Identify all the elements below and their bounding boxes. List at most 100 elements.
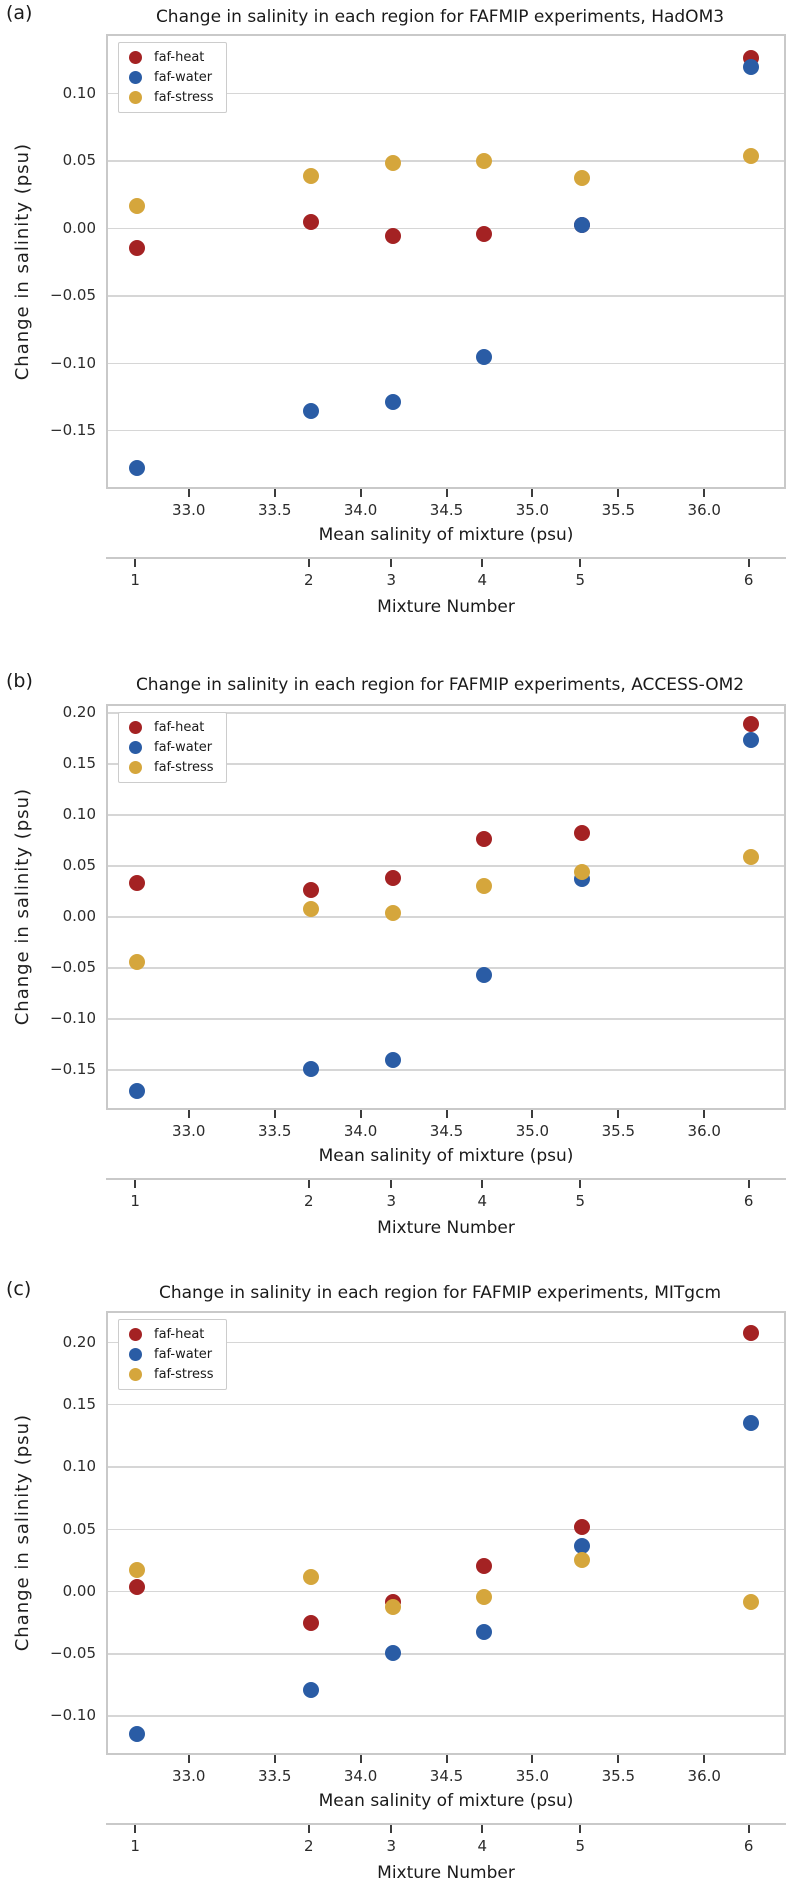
chart-title-c: Change in salinity in each region for FA… <box>158 1283 722 1303</box>
mixture-tick-label: 6 <box>743 1837 754 1855</box>
legend-item-faf-water: faf-water <box>129 70 214 85</box>
gridline <box>108 92 784 95</box>
legend-item-faf-heat: faf-heat <box>129 1327 214 1342</box>
gridline <box>108 1715 784 1717</box>
x-tick-mark <box>273 489 276 497</box>
legend-label: faf-stress <box>154 1367 214 1382</box>
legend-item-faf-water: faf-water <box>129 740 214 755</box>
data-point-faf-stress <box>476 153 493 170</box>
y-axis-label: Change in salinity (psu) <box>11 788 33 1026</box>
gridline <box>108 916 784 918</box>
mixture-tick-mark <box>481 1825 484 1833</box>
data-point-faf-water <box>302 403 319 420</box>
x-tick-mark <box>273 1755 276 1763</box>
gridline <box>108 1341 784 1344</box>
gridline <box>108 362 784 365</box>
data-point-faf-heat <box>129 1579 146 1596</box>
x-tick-mark <box>617 1110 620 1118</box>
x-tick-label: 35.0 <box>515 501 550 519</box>
legend-label: faf-heat <box>154 720 205 735</box>
mixture-tick-mark <box>134 559 137 567</box>
x-axis-label: Mean salinity of mixture (psu) <box>318 1146 574 1166</box>
gridline <box>108 1018 784 1020</box>
data-point-faf-heat <box>385 870 402 887</box>
mixture-tick-label: 5 <box>575 571 586 589</box>
y-tick-label: −0.05 <box>50 286 96 305</box>
x-tick-mark <box>273 1110 276 1118</box>
y-tick-label: 0.10 <box>62 805 96 824</box>
panel-b: (b) Change in salinity in each region fo… <box>0 668 798 1276</box>
data-point-faf-heat <box>574 1519 591 1536</box>
data-point-faf-stress <box>129 198 146 214</box>
data-point-faf-stress <box>129 1561 146 1578</box>
panel-label-b: (b) <box>6 670 33 692</box>
legend-marker-faf-water <box>129 741 142 754</box>
x-tick-mark <box>703 1755 706 1763</box>
data-point-faf-water <box>385 1645 402 1662</box>
y-tick-label: 0.00 <box>62 1581 96 1600</box>
mixture-tick-mark <box>134 1825 137 1833</box>
x-tick-mark <box>445 489 448 497</box>
mixture-tick-label: 4 <box>477 571 488 589</box>
y-tick-label: 0.00 <box>62 218 96 237</box>
mixture-tick-label: 2 <box>303 1837 314 1855</box>
legend-marker-faf-heat <box>129 721 142 734</box>
data-point-faf-water <box>129 459 146 476</box>
x-tick-label: 33.5 <box>257 1122 292 1140</box>
gridline <box>108 1466 784 1468</box>
data-point-faf-stress <box>742 1594 759 1611</box>
x-tick-mark <box>531 489 534 497</box>
mixture-tick-label: 1 <box>130 1192 140 1210</box>
legend-item-faf-stress: faf-stress <box>129 90 214 105</box>
x-tick-label: 36.0 <box>687 1122 721 1140</box>
chart-title-a: Change in salinity in each region for FA… <box>155 7 725 27</box>
legend-item-faf-stress: faf-stress <box>129 1367 214 1382</box>
mixture-tick-label: 4 <box>477 1192 488 1210</box>
gridline <box>108 1403 784 1406</box>
x-tick-label: 35.5 <box>601 501 636 519</box>
data-point-faf-water <box>302 1061 319 1078</box>
data-point-faf-stress <box>574 1551 591 1568</box>
data-point-faf-stress <box>742 848 759 865</box>
legend-label: faf-water <box>154 70 213 85</box>
data-point-faf-water <box>574 1537 591 1554</box>
data-point-faf-stress <box>574 169 591 186</box>
mixture-tick-label: 5 <box>575 1192 586 1210</box>
x-tick-mark <box>531 1110 534 1118</box>
mixture-tick-label: 1 <box>130 571 140 589</box>
panel-label-a: (a) <box>6 2 33 24</box>
gridline <box>108 1528 784 1531</box>
mixture-tick-mark <box>134 1180 137 1188</box>
x-tick-label: 33.0 <box>172 1122 206 1140</box>
mixture-tick-mark <box>747 1825 750 1833</box>
y-tick-label: −0.10 <box>50 1009 96 1028</box>
legend-marker-faf-heat <box>129 1328 142 1341</box>
x-tick-label: 36.0 <box>687 501 721 519</box>
mixture-tick-label: 3 <box>386 571 396 589</box>
x-tick-label: 36.0 <box>687 1767 721 1785</box>
data-point-faf-heat <box>302 1615 319 1632</box>
x-tick-label: 34.0 <box>343 501 378 519</box>
legend-item-faf-water: faf-water <box>129 1347 214 1362</box>
x-tick-label: 33.5 <box>257 501 292 519</box>
x-tick-label: 34.5 <box>429 501 464 519</box>
legend-marker-faf-water <box>129 71 142 84</box>
gridline <box>108 295 784 297</box>
data-point-faf-heat <box>742 716 759 733</box>
y-axis-label: Change in salinity (psu) <box>11 1414 33 1652</box>
x-tick-mark <box>703 1110 706 1118</box>
y-tick-label: 0.10 <box>62 83 96 102</box>
y-tick-label: −0.10 <box>50 1706 96 1725</box>
x-tick-label: 35.0 <box>515 1122 550 1140</box>
data-point-faf-heat <box>574 824 591 841</box>
mixture-axis-line <box>106 1178 786 1180</box>
x-tick-mark <box>617 1755 620 1763</box>
x-tick-mark <box>359 1110 362 1118</box>
data-point-faf-heat <box>129 239 146 256</box>
data-point-faf-stress <box>742 148 759 165</box>
x-tick-label: 35.5 <box>601 1767 636 1785</box>
x-tick-label: 34.5 <box>429 1767 464 1785</box>
data-point-faf-heat <box>302 881 319 898</box>
y-tick-label: 0.20 <box>62 1332 96 1351</box>
mixture-tick-mark <box>579 1825 582 1833</box>
